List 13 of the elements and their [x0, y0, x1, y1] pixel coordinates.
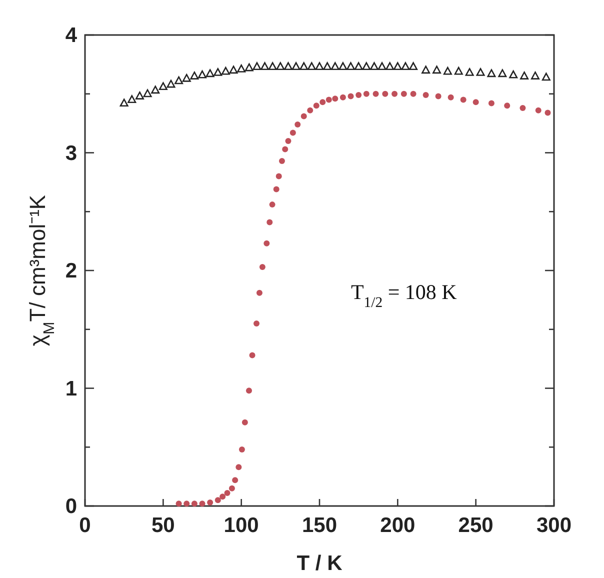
x-tick-label: 250 [458, 514, 494, 537]
y-tick-label: 1 [65, 377, 78, 400]
y-tick-label: 2 [65, 260, 77, 282]
y-tick-label: 3 [65, 142, 77, 165]
x-axis-title: T / K [296, 552, 342, 575]
y-tick-label: 4 [65, 24, 78, 47]
x-tick-label: 50 [151, 514, 175, 537]
x-tick-label: 100 [224, 514, 259, 537]
x-tick-label: 300 [536, 514, 572, 537]
annotation: T$_{1/2}$ = 108 K [350, 280, 457, 311]
x-tick-label: 200 [380, 514, 416, 537]
x-tick-label: 150 [302, 514, 338, 537]
y-tick-label: 0 [65, 495, 77, 518]
